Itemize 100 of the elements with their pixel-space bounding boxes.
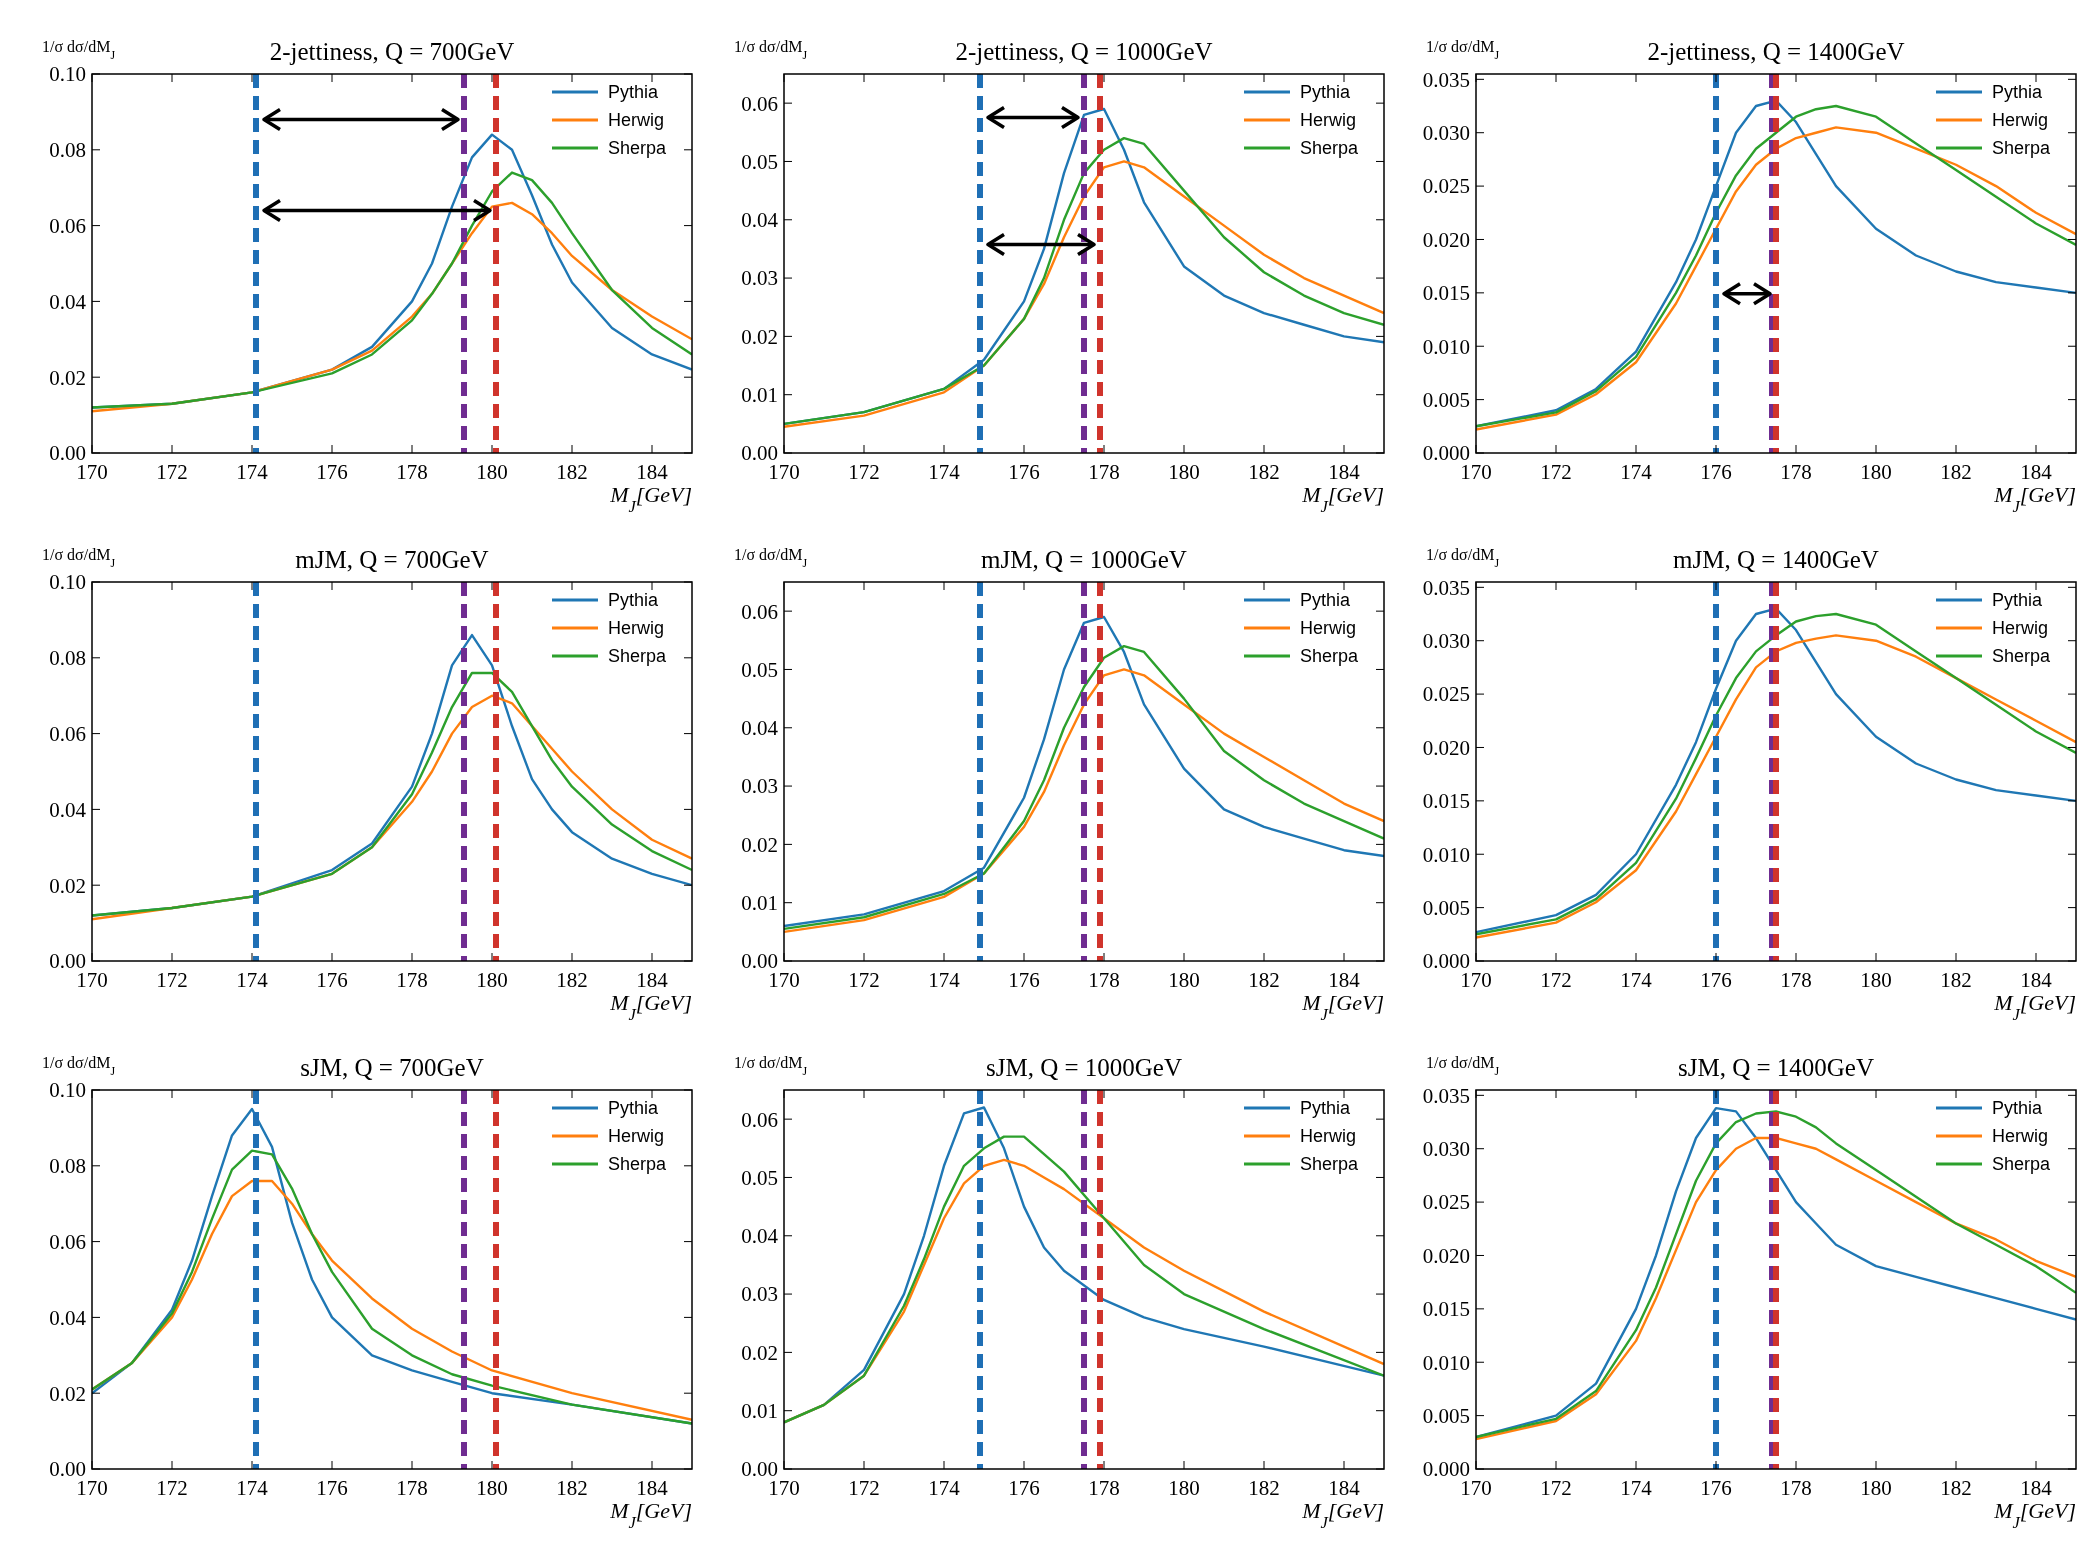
x-tick-label: 178 — [396, 460, 428, 484]
y-tick-label: 0.04 — [741, 716, 779, 741]
x-axis-title: M$_{J}$[GeV] — [1993, 1498, 2076, 1532]
y-tick-label: 0.030 — [1422, 121, 1470, 146]
x-tick-label: 174 — [236, 1476, 269, 1500]
y-tick-label: 0.08 — [49, 1154, 86, 1179]
legend-label: Sherpa — [1992, 646, 2052, 667]
x-tick-label: 174 — [236, 460, 269, 484]
y-axis-title: 1/σ dσ/dM$_{J}$ — [1426, 546, 1500, 570]
y-tick-label: 0.06 — [49, 1229, 86, 1254]
y-tick-label: 0.05 — [741, 657, 778, 682]
y-tick-label: 0.10 — [49, 62, 86, 87]
x-tick-label: 184 — [2020, 968, 2053, 992]
x-tick-label: 176 — [1008, 968, 1040, 992]
x-tick-label: 176 — [1700, 1476, 1732, 1500]
x-tick-label: 184 — [2020, 460, 2053, 484]
y-axis-title: 1/σ dσ/dM$_{J}$ — [42, 38, 116, 62]
x-tick-label: 172 — [1540, 968, 1572, 992]
y-tick-label: 0.010 — [1422, 842, 1470, 867]
legend-label: Pythia — [608, 1098, 660, 1119]
x-tick-label: 172 — [1540, 1476, 1572, 1500]
y-tick-label: 0.08 — [49, 646, 86, 671]
x-tick-label: 178 — [1780, 1476, 1812, 1500]
x-tick-label: 178 — [1088, 968, 1120, 992]
x-tick-label: 184 — [1328, 968, 1361, 992]
y-tick-label: 0.035 — [1422, 575, 1470, 600]
y-tick-label: 0.05 — [741, 1165, 778, 1190]
x-tick-label: 176 — [316, 968, 348, 992]
y-tick-label: 0.06 — [49, 721, 86, 746]
y-axis-title: 1/σ dσ/dM$_{J}$ — [734, 1054, 808, 1078]
y-tick-label: 0.005 — [1422, 895, 1470, 920]
legend-label: Herwig — [1992, 618, 2049, 639]
y-tick-label: 0.010 — [1422, 334, 1470, 359]
chart-title: 2-jettiness, Q = 1000GeV — [955, 38, 1213, 65]
x-tick-label: 182 — [556, 1476, 588, 1500]
y-tick-label: 0.035 — [1422, 67, 1470, 92]
y-tick-label: 0.04 — [741, 1224, 779, 1249]
y-tick-label: 0.020 — [1422, 735, 1470, 760]
y-tick-label: 0.02 — [49, 1381, 86, 1406]
y-tick-label: 0.10 — [49, 1078, 86, 1103]
x-tick-label: 180 — [476, 968, 508, 992]
x-axis-title: M$_{J}$[GeV] — [609, 482, 692, 516]
x-tick-label: 180 — [1168, 460, 1200, 484]
x-tick-label: 174 — [1620, 460, 1653, 484]
y-tick-label: 0.015 — [1422, 1297, 1470, 1322]
x-tick-label: 180 — [1860, 1476, 1892, 1500]
x-tick-label: 182 — [1940, 1476, 1972, 1500]
y-tick-label: 0.005 — [1422, 387, 1470, 412]
y-tick-label: 0.06 — [741, 91, 778, 116]
x-tick-label: 184 — [636, 1476, 669, 1500]
y-tick-label: 0.030 — [1422, 1137, 1470, 1162]
x-tick-label: 172 — [1540, 460, 1572, 484]
y-tick-label: 0.06 — [741, 599, 778, 624]
y-tick-label: 0.10 — [49, 570, 86, 595]
legend-label: Herwig — [1300, 110, 1357, 131]
x-tick-label: 182 — [556, 968, 588, 992]
x-tick-label: 180 — [476, 460, 508, 484]
x-tick-label: 182 — [1248, 968, 1280, 992]
x-tick-label: 174 — [1620, 968, 1653, 992]
chart-title: sJM, Q = 1000GeV — [985, 1054, 1183, 1081]
y-tick-label: 0.05 — [741, 149, 778, 174]
legend-label: Herwig — [608, 1126, 665, 1147]
chart-title: 2-jettiness, Q = 700GeV — [269, 38, 515, 65]
x-tick-label: 182 — [1940, 460, 1972, 484]
x-tick-label: 176 — [316, 460, 348, 484]
x-tick-label: 172 — [848, 460, 880, 484]
x-tick-label: 182 — [556, 460, 588, 484]
x-tick-label: 184 — [636, 968, 669, 992]
chart-title: sJM, Q = 1400GeV — [1677, 1054, 1875, 1081]
legend-label: Herwig — [608, 110, 665, 131]
x-tick-label: 178 — [396, 968, 428, 992]
y-axis-title: 1/σ dσ/dM$_{J}$ — [734, 38, 808, 62]
x-axis-title: M$_{J}$[GeV] — [1301, 1498, 1384, 1532]
x-axis-title: M$_{J}$[GeV] — [1993, 482, 2076, 516]
x-axis-title: M$_{J}$[GeV] — [1993, 990, 2076, 1024]
x-tick-label: 180 — [1860, 460, 1892, 484]
y-tick-label: 0.04 — [49, 1305, 87, 1330]
x-axis-title: M$_{J}$[GeV] — [1301, 482, 1384, 516]
x-tick-label: 182 — [1940, 968, 1972, 992]
x-tick-label: 178 — [1088, 1476, 1120, 1500]
y-tick-label: 0.01 — [741, 1399, 778, 1424]
y-tick-label: 0.03 — [741, 266, 778, 291]
x-tick-label: 174 — [928, 460, 961, 484]
legend-label: Sherpa — [1300, 646, 1360, 667]
y-tick-label: 0.01 — [741, 891, 778, 916]
y-axis-title: 1/σ dσ/dM$_{J}$ — [42, 1054, 116, 1078]
y-tick-label: 0.010 — [1422, 1350, 1470, 1375]
y-tick-label: 0.025 — [1422, 174, 1470, 199]
y-tick-label: 0.06 — [741, 1107, 778, 1132]
legend-label: Sherpa — [1992, 1154, 2052, 1175]
x-tick-label: 174 — [236, 968, 269, 992]
x-tick-label: 178 — [1088, 460, 1120, 484]
legend-label: Sherpa — [1300, 138, 1360, 159]
x-tick-label: 180 — [476, 1476, 508, 1500]
y-tick-label: 0.04 — [49, 797, 87, 822]
legend-label: Sherpa — [608, 138, 668, 159]
legend-label: Sherpa — [1992, 138, 2052, 159]
x-tick-label: 176 — [316, 1476, 348, 1500]
y-tick-label: 0.005 — [1422, 1403, 1470, 1428]
y-tick-label: 0.02 — [741, 1340, 778, 1365]
